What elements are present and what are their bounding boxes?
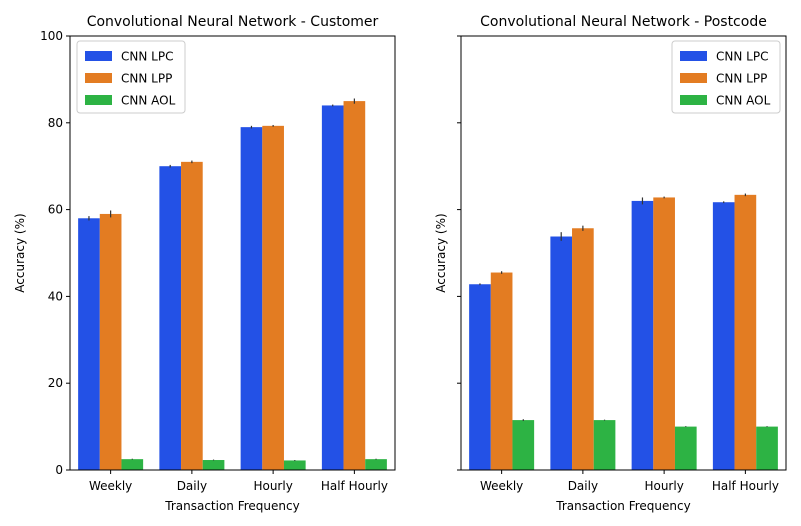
bar-cnn-aol-weekly: [512, 420, 535, 470]
plot-frame: [460, 35, 787, 471]
y-tick-label: 20: [48, 376, 63, 390]
bar-cnn-lpp-weekly: [490, 272, 513, 470]
y-tick-label: 0: [55, 463, 63, 477]
bar-cnn-lpc-daily: [159, 166, 182, 470]
y-tick-label: 40: [48, 289, 63, 303]
legend-swatch-cnn-aol: [680, 95, 707, 105]
y-axis-label: Accuracy (%): [13, 213, 27, 292]
legend-swatch-cnn-aol: [85, 95, 112, 105]
y-tick-label: 80: [48, 116, 63, 130]
y-tick-label: 100: [40, 29, 63, 43]
bar-cnn-lpc-half-hourly: [712, 202, 735, 470]
bar-cnn-lpp-weekly: [99, 213, 122, 470]
x-tick-label: Daily: [177, 479, 207, 493]
legend: CNN LPC CNN LPP CNN AOL: [76, 40, 186, 114]
chart-title: Convolutional Neural Network - Postcode: [480, 14, 767, 30]
bar-cnn-aol-daily: [202, 460, 225, 470]
legend-label: CNN LPC: [121, 50, 173, 64]
legend-swatch-cnn-lpc: [680, 51, 707, 61]
bar-cnn-lpp-hourly: [262, 125, 284, 470]
x-tick-label: Hourly: [644, 479, 683, 493]
bar-cnn-lpp-half-hourly: [343, 101, 366, 470]
legend-label: CNN LPP: [121, 72, 172, 86]
bar-cnn-aol-daily: [593, 420, 616, 470]
y-axis-label: Accuracy (%): [434, 213, 448, 292]
x-axis-label: Transaction Frequency: [164, 499, 299, 513]
bar-cnn-aol-weekly: [121, 459, 144, 470]
bar-cnn-lpc-weekly: [469, 284, 491, 470]
x-tick-label: Half Hourly: [321, 479, 388, 493]
x-axis-label: Transaction Frequency: [555, 499, 690, 513]
chart-title: Convolutional Neural Network - Customer: [87, 14, 379, 30]
bar-cnn-aol-hourly: [674, 426, 697, 470]
bar-cnn-aol-half-hourly: [756, 426, 778, 470]
x-tick-label: Weekly: [480, 479, 523, 493]
legend-label: CNN LPC: [716, 50, 768, 64]
bar-cnn-aol-half-hourly: [365, 459, 387, 470]
bar-cnn-aol-hourly: [283, 460, 306, 470]
bar-cnn-lpc-hourly: [631, 200, 654, 471]
x-tick-label: Half Hourly: [712, 479, 779, 493]
legend: CNN LPC CNN LPP CNN AOL: [671, 40, 781, 114]
x-tick-label: Daily: [568, 479, 598, 493]
bar-cnn-lpc-hourly: [240, 127, 263, 470]
legend-swatch-cnn-lpp: [680, 73, 707, 83]
legend-label: CNN LPP: [716, 72, 767, 86]
legend-label: CNN AOL: [121, 94, 176, 108]
x-tick-label: Weekly: [89, 479, 132, 493]
chart-panel-1: 0 20 40 60 80 100 Weekly Daily Hourly Half Hourly…: [13, 14, 396, 513]
bar-cnn-lpp-half-hourly: [734, 194, 757, 470]
bar-cnn-lpp-hourly: [653, 197, 675, 470]
bar-cnn-lpc-daily: [550, 236, 573, 470]
x-tick-label: Hourly: [253, 479, 292, 493]
bar-cnn-lpc-weekly: [78, 218, 100, 470]
legend-swatch-cnn-lpp: [85, 73, 112, 83]
plot-frame: [69, 35, 396, 471]
chart-panel-2: Weekly Daily Hourly Half Hourly Convolutiona…: [434, 14, 787, 513]
y-tick-label: 60: [48, 203, 63, 217]
legend-swatch-cnn-lpc: [85, 51, 112, 61]
bar-cnn-lpp-daily: [572, 228, 594, 470]
legend-label: CNN AOL: [716, 94, 771, 108]
bar-cnn-lpp-daily: [181, 161, 203, 471]
bar-cnn-lpc-half-hourly: [321, 105, 344, 470]
